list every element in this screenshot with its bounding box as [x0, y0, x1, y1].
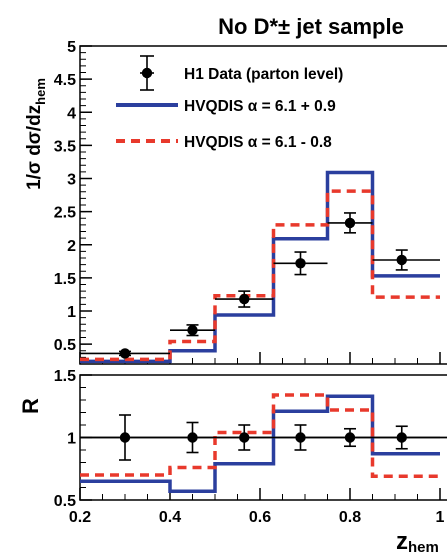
ratio-data-point	[187, 432, 198, 443]
ratio-y-tick-label: 1	[67, 431, 76, 448]
ratio-y-tick-label: 1.5	[54, 368, 76, 385]
legend-label-hvqdis-minus: HVQDIS α = 6.1 - 0.8	[184, 134, 332, 151]
ratio-panel: 0.5 1 1.5 0.2 0.4 0.6 0.8 1	[54, 368, 447, 526]
legend: H1 Data (parton level) HVQDIS α = 6.1 + …	[116, 55, 343, 151]
top-y-tick-label: 5	[67, 39, 76, 56]
top-data-point	[239, 293, 250, 305]
y-axis-label-ratio: R	[18, 398, 43, 414]
top-y-tick-label: 2	[67, 238, 76, 255]
x-tick-label: 0.2	[69, 509, 91, 526]
x-tick-label: 0.6	[249, 509, 271, 526]
ratio-hvqdis-minus-step	[80, 393, 440, 478]
top-data-point	[295, 258, 306, 269]
top-hvqdis-minus-step	[80, 189, 440, 362]
top-y-tick-label: 0.5	[54, 337, 76, 354]
x-axis-label-sub: hem	[408, 539, 439, 553]
ratio-data-point	[295, 432, 306, 443]
legend-label-hvqdis-plus: HVQDIS α = 6.1 + 0.9	[184, 98, 336, 115]
chart-title: No D*± jet sample	[218, 14, 404, 39]
y-axis-label-top: 1/σ dσ/dzhem	[24, 78, 48, 190]
ratio-data-point	[344, 432, 356, 443]
ratio-data-point	[396, 432, 407, 443]
x-tick-label: 1	[436, 509, 445, 526]
top-data-point	[187, 325, 198, 336]
top-y-tick-label: 3.5	[54, 138, 76, 155]
y-axis-label-sub: hem	[33, 78, 48, 105]
y-axis-label-main: 1/σ dσ/dz	[24, 105, 45, 190]
top-data-point	[396, 254, 407, 266]
top-data-point	[119, 348, 131, 359]
x-axis-label: zhem	[396, 528, 439, 553]
ratio-y-tick-label: 0.5	[54, 493, 76, 510]
ratio-data-point	[119, 432, 131, 443]
legend-entry-data: H1 Data (parton level)	[140, 55, 343, 91]
x-axis-label-main: z	[396, 528, 408, 553]
top-y-tick-label: 4.5	[54, 72, 76, 89]
legend-label-data: H1 Data (parton level)	[184, 66, 343, 83]
x-tick-label: 0.8	[339, 509, 361, 526]
top-y-tick-label: 1.5	[54, 271, 76, 288]
legend-entry-hvqdis-minus: HVQDIS α = 6.1 - 0.8	[116, 134, 332, 151]
x-tick-label: 0.4	[159, 509, 181, 526]
top-hvqdis-plus-step	[80, 170, 440, 364]
top-panel: 0.5 1 1.5 2 2.5 3 3.5 4 4.5 5	[54, 39, 447, 365]
top-y-tick-label: 3	[67, 172, 76, 189]
top-data-point	[344, 217, 356, 229]
top-y-tick-label: 2.5	[54, 205, 76, 222]
legend-data-marker	[141, 67, 153, 79]
top-y-tick-label: 1	[67, 304, 76, 321]
legend-entry-hvqdis-plus: HVQDIS α = 6.1 + 0.9	[116, 98, 336, 115]
ratio-data-point	[239, 432, 250, 443]
top-y-tick-label: 4	[67, 105, 76, 122]
